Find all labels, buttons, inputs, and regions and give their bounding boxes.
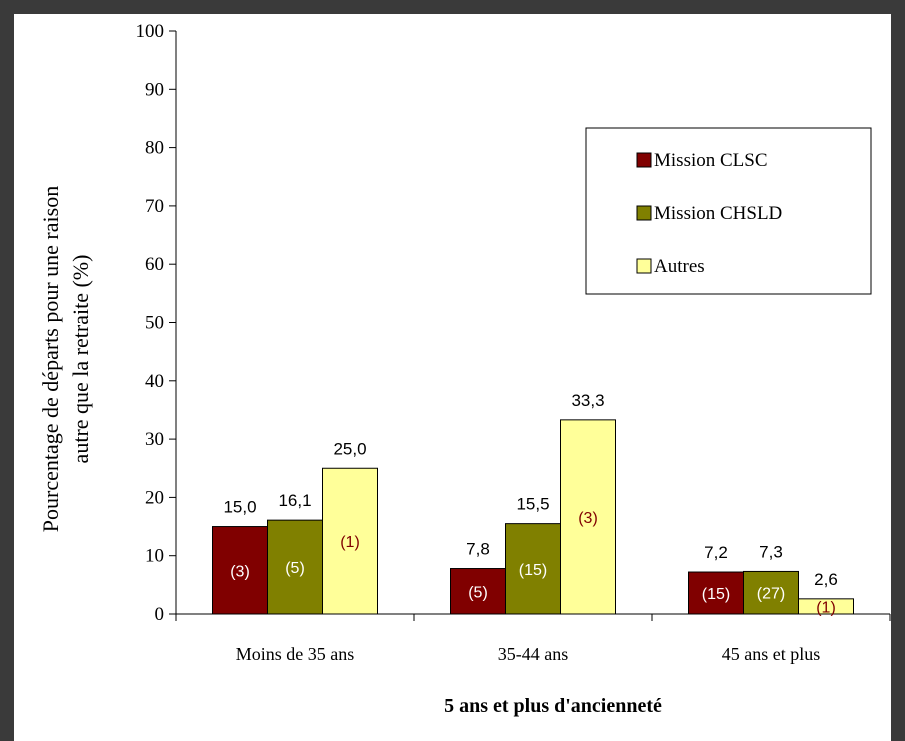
y-tick-label: 10: [145, 546, 164, 567]
y-tick-label: 70: [145, 196, 164, 217]
count-label-mission-chsld: (27): [757, 586, 785, 603]
bar-autres: [798, 598, 854, 615]
legend-label-mission-clsc: Mission CLSC: [654, 150, 768, 171]
count-label-mission-chsld: (5): [285, 560, 305, 577]
bar-autres: [322, 467, 378, 615]
count-label-autres: (1): [340, 534, 360, 551]
count-label-mission-clsc: (15): [702, 586, 730, 603]
value-label-mission-chsld: 7,3: [759, 542, 783, 561]
data-labels-layer: 15,0 (3) 7,8 (5) 7,2 (15) 16,1 (5) 15,5 (15) 7,3 (2…: [223, 391, 837, 617]
count-label-mission-clsc: (3): [230, 563, 250, 580]
legend-box: [585, 127, 872, 295]
value-label-autres: 33,3: [571, 391, 604, 410]
count-label-mission-chsld: (15): [519, 562, 547, 579]
value-label-mission-clsc: 15,0: [223, 498, 256, 517]
bars-layer: [212, 419, 854, 615]
legend: Mission CLSC Mission CHSLD Autres: [585, 127, 872, 295]
y-tick-label: 60: [145, 254, 164, 275]
bar-chart: 0 10 20 30 40 50 60 70 80 90 100 Moins de 35 ans 35…: [38, 21, 891, 717]
y-tick-label: 90: [145, 79, 164, 100]
y-tick-label: 80: [145, 138, 164, 159]
legend-swatch-mission-chsld: [636, 205, 652, 221]
x-category-label: 45 ans et plus: [722, 644, 821, 664]
y-tick-label: 0: [155, 604, 165, 625]
y-tick-label: 40: [145, 371, 164, 392]
bar-mission-chsld: [743, 570, 799, 615]
bar-mission-clsc: [212, 526, 268, 615]
y-axis: 0 10 20 30 40 50 60 70 80 90 100: [136, 21, 177, 625]
value-label-mission-chsld: 16,1: [278, 491, 311, 510]
x-axis: Moins de 35 ans 35-44 ans 45 ans et plus: [175, 613, 891, 664]
value-label-mission-chsld: 15,5: [516, 495, 549, 514]
count-label-mission-clsc: (5): [468, 584, 488, 601]
y-tick-label: 20: [145, 487, 164, 508]
bar-autres: [560, 419, 616, 615]
y-tick-label: 100: [136, 21, 165, 42]
count-label-autres: (1): [816, 599, 836, 616]
value-label-mission-clsc: 7,2: [704, 543, 728, 562]
chart-panel: 0 10 20 30 40 50 60 70 80 90 100 Moins de 35 ans 35…: [14, 14, 891, 741]
y-axis-label-line2: autre que la retraite (%): [68, 255, 93, 464]
legend-swatch-autres: [636, 258, 652, 274]
x-axis-label: 5 ans et plus d'ancienneté: [444, 695, 662, 717]
value-label-autres: 25,0: [333, 439, 366, 458]
x-category-label: Moins de 35 ans: [236, 644, 355, 664]
bar-mission-clsc: [688, 571, 744, 615]
legend-label-autres: Autres: [654, 256, 705, 277]
y-tick-label: 30: [145, 429, 164, 450]
value-label-mission-clsc: 7,8: [466, 540, 490, 559]
legend-swatch-mission-clsc: [636, 152, 652, 168]
x-category-label: 35-44 ans: [498, 644, 569, 664]
y-axis-label-line1: Pourcentage de départs pour une raison: [38, 186, 63, 532]
value-label-autres: 2,6: [814, 570, 838, 589]
count-label-autres: (3): [578, 510, 598, 527]
y-tick-label: 50: [145, 313, 164, 334]
legend-label-mission-chsld: Mission CHSLD: [654, 203, 782, 224]
